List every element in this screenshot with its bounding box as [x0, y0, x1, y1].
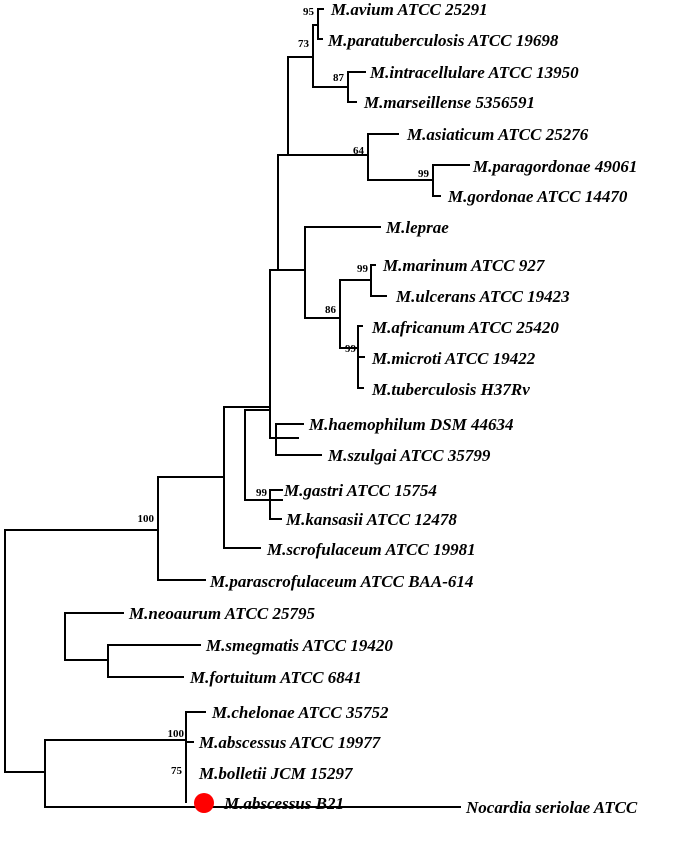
taxon-label: M.chelonae ATCC 35752 [211, 703, 389, 722]
branch-smegmatis-fortuitum [107, 644, 201, 678]
branch-gordonae [432, 164, 470, 197]
taxon-label: M.africanum ATCC 25420 [371, 318, 559, 337]
branch-gastri-kansasii [269, 489, 283, 520]
taxon-label: M.leprae [385, 218, 449, 237]
bootstrap-value: 86 [325, 304, 337, 316]
branch-neoaurum-fortuitum [64, 612, 124, 661]
bootstrap-value: 99 [357, 263, 369, 275]
highlight-marker [194, 793, 214, 813]
branch-slow-growers [223, 406, 271, 549]
branch-node-100 [157, 476, 225, 581]
taxon-label: M.gastri ATCC 15754 [283, 481, 437, 500]
branch-gastri-kansasii-node [244, 409, 283, 501]
branch-avium-gordonae [287, 56, 369, 156]
taxon-label: M.kansasii ATCC 12478 [285, 510, 457, 529]
taxon-label: M.tuberculosis H37Rv [371, 380, 530, 399]
bootstrap-values: 95 73 87 64 99 99 86 99 99 100 100 75 [138, 6, 430, 777]
bootstrap-value: 99 [345, 343, 357, 355]
branch-abscessus-group [185, 711, 206, 803]
taxon-label: M.asiaticum ATCC 25276 [406, 125, 589, 144]
bootstrap-value: 73 [298, 38, 310, 50]
bootstrap-value: 99 [256, 487, 268, 499]
tree-branches [4, 8, 470, 808]
branch-intracellulare [347, 71, 366, 103]
taxon-label: M.microti ATCC 19422 [371, 349, 536, 368]
taxon-label: M.gordonae ATCC 14470 [447, 187, 628, 206]
taxon-label: M.intracellulare ATCC 13950 [369, 63, 579, 82]
taxon-labels: M.avium ATCC 25291 M.paratuberculosis AT… [128, 0, 638, 817]
branch-avium-para [317, 8, 324, 40]
taxon-label: M.haemophilum DSM 44634 [308, 415, 514, 434]
taxon-label: M.parascrofulaceum ATCC BAA-614 [209, 572, 473, 591]
branch-asiaticum-gordonae [367, 133, 434, 181]
bootstrap-value: 100 [138, 513, 155, 525]
branch-abscessus-nocardia [44, 739, 461, 808]
bootstrap-value: 75 [171, 765, 183, 777]
branch-root [4, 529, 159, 773]
taxon-label: M.neoaurum ATCC 25795 [128, 604, 315, 623]
branch-node-a [269, 269, 299, 439]
branch-marinum-ulcerans [370, 264, 387, 297]
taxon-label: M.avium ATCC 25291 [330, 0, 488, 19]
branch-upper-clade [277, 154, 306, 271]
bootstrap-value: 64 [353, 145, 365, 157]
taxon-label: M.szulgai ATCC 35799 [327, 446, 491, 465]
taxon-label: M.smegmatis ATCC 19420 [205, 636, 393, 655]
branch-haemophilum-szulgai [275, 423, 322, 456]
bootstrap-value: 99 [418, 168, 430, 180]
taxon-label: M.marseillense 5356591 [363, 93, 535, 112]
taxon-label: Nocardia seriolae ATCC [465, 798, 638, 817]
taxon-label: M.fortuitum ATCC 6841 [189, 668, 362, 687]
taxon-label: M.bolletii JCM 15297 [198, 764, 354, 783]
branch-tb-complex [357, 325, 365, 389]
taxon-label: M.scrofulaceum ATCC 19981 [266, 540, 476, 559]
taxon-label: M.abscessus ATCC 19977 [198, 733, 382, 752]
branch-marinum-tb [339, 279, 372, 349]
taxon-label: M.marinum ATCC 927 [382, 256, 546, 275]
taxon-label: M.ulcerans ATCC 19423 [395, 287, 570, 306]
taxon-label: M.abscessus B21 [223, 794, 344, 813]
bootstrap-value: 100 [168, 728, 185, 740]
branch-leprae-tb [304, 226, 381, 319]
bootstrap-value: 87 [333, 72, 345, 84]
taxon-label: M.paratuberculosis ATCC 19698 [327, 31, 559, 50]
bootstrap-value: 95 [303, 6, 315, 18]
taxon-label: M.paragordonae 49061 [472, 157, 637, 176]
